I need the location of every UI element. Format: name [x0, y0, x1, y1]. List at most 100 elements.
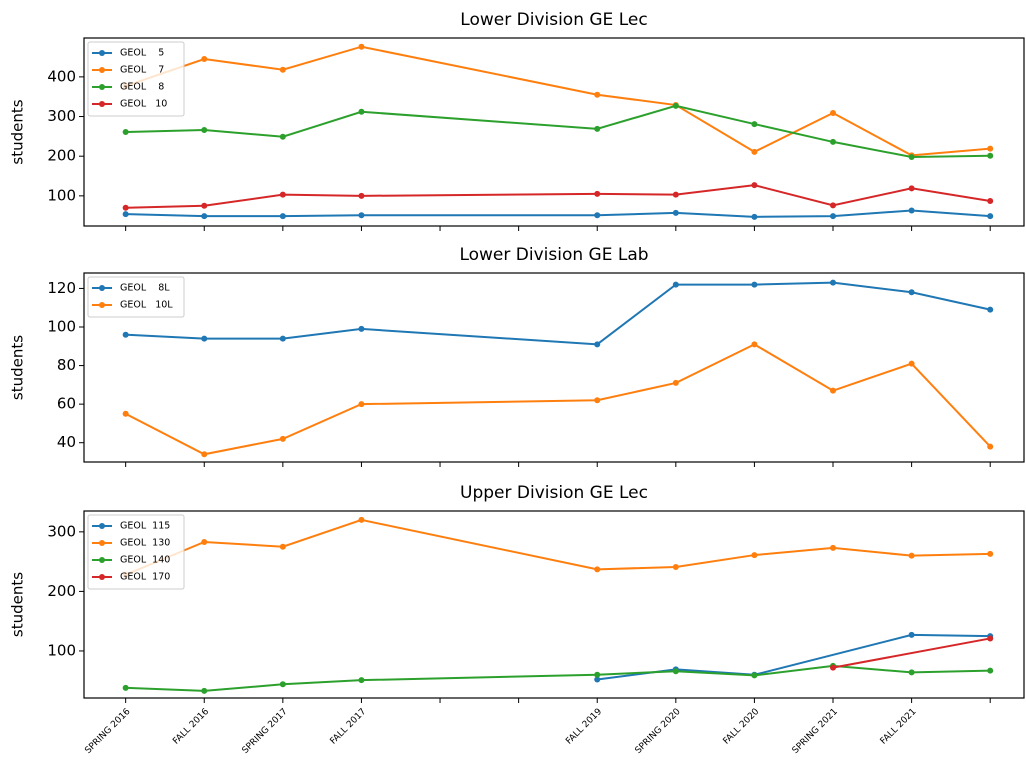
data-point	[908, 153, 915, 160]
data-point	[122, 684, 129, 691]
data-point	[830, 109, 837, 116]
y-tick-label: 120	[47, 279, 76, 297]
y-tick-label: 40	[57, 433, 76, 451]
x-tick-label: SPRING 2017	[241, 707, 290, 756]
y-tick-label: 300	[47, 107, 76, 125]
data-point	[358, 677, 365, 684]
data-point	[358, 192, 365, 199]
x-tick-label: SPRING 2016	[83, 707, 132, 756]
x-tick-label: FALL 2017	[329, 707, 369, 747]
data-point	[201, 687, 208, 694]
data-point	[672, 191, 679, 198]
axes-frame	[83, 37, 1025, 227]
data-point	[122, 204, 129, 211]
data-point	[987, 213, 994, 220]
legend-marker	[99, 557, 105, 563]
legend-label: GEOL 10	[120, 99, 167, 110]
legend-marker	[99, 540, 105, 546]
y-axis-label: students	[9, 335, 27, 400]
legend-marker	[99, 84, 105, 90]
data-point	[279, 681, 286, 688]
data-point	[987, 550, 994, 557]
data-point	[672, 281, 679, 288]
data-point	[122, 410, 129, 417]
data-point	[358, 108, 365, 115]
series-line	[125, 184, 991, 209]
series-line	[832, 637, 991, 669]
data-point	[751, 341, 758, 348]
data-point	[358, 325, 365, 332]
legend-label: GEOL 10L	[120, 300, 173, 311]
y-tick-label: 200	[47, 582, 76, 600]
data-point	[594, 91, 601, 98]
data-point	[830, 138, 837, 145]
y-tick-label: 300	[47, 522, 76, 540]
data-point	[358, 516, 365, 523]
data-point	[830, 387, 837, 394]
legend-marker	[99, 523, 105, 529]
y-axis-label: students	[9, 99, 27, 164]
data-point	[908, 631, 915, 638]
legend-marker	[99, 101, 105, 107]
legend-label: GEOL 140	[120, 555, 170, 566]
data-point	[672, 379, 679, 386]
data-point	[122, 331, 129, 338]
data-point	[987, 145, 994, 152]
data-point	[908, 360, 915, 367]
y-tick-label: 400	[47, 67, 76, 85]
legend-box	[87, 41, 185, 117]
chart-title: Upper Division GE Lec	[460, 483, 648, 503]
series-line	[125, 104, 991, 158]
chart-title: Lower Division GE Lab	[459, 245, 648, 265]
data-point	[594, 566, 601, 573]
data-point	[279, 435, 286, 442]
data-point	[201, 127, 208, 134]
data-point	[594, 341, 601, 348]
data-point	[672, 563, 679, 570]
data-point	[987, 443, 994, 450]
y-tick-label: 80	[57, 356, 76, 374]
data-point	[672, 102, 679, 109]
data-point	[987, 635, 994, 642]
data-point	[358, 212, 365, 219]
axes-frame	[83, 272, 1025, 463]
data-point	[594, 671, 601, 678]
data-point	[908, 185, 915, 192]
data-point	[830, 544, 837, 551]
data-point	[279, 213, 286, 220]
y-axis-label: students	[9, 572, 27, 637]
x-tick-label: FALL 2020	[721, 707, 761, 747]
data-point	[594, 190, 601, 197]
data-point	[830, 664, 837, 671]
data-point	[201, 451, 208, 458]
data-point	[279, 66, 286, 73]
data-point	[751, 213, 758, 220]
data-point	[279, 191, 286, 198]
data-point	[751, 281, 758, 288]
series-line	[125, 45, 991, 157]
series-line	[125, 209, 991, 218]
data-point	[201, 335, 208, 342]
data-point	[987, 667, 994, 674]
data-point	[908, 289, 915, 296]
data-point	[122, 211, 129, 218]
data-point	[908, 207, 915, 214]
x-tick-label: SPRING 2021	[791, 707, 840, 756]
y-tick-label: 60	[57, 395, 76, 413]
data-point	[358, 401, 365, 408]
series-line	[125, 343, 991, 456]
data-point	[201, 213, 208, 220]
data-point	[672, 209, 679, 216]
x-tick-label: FALL 2021	[879, 707, 919, 747]
data-point	[908, 552, 915, 559]
legend-marker	[99, 285, 105, 291]
x-tick-label: FALL 2016	[171, 707, 211, 747]
legend-label: GEOL 130	[120, 538, 170, 549]
legend-marker	[99, 302, 105, 308]
data-point	[279, 133, 286, 140]
legend-label: GEOL 170	[120, 572, 170, 583]
data-point	[594, 676, 601, 683]
data-point	[594, 397, 601, 404]
